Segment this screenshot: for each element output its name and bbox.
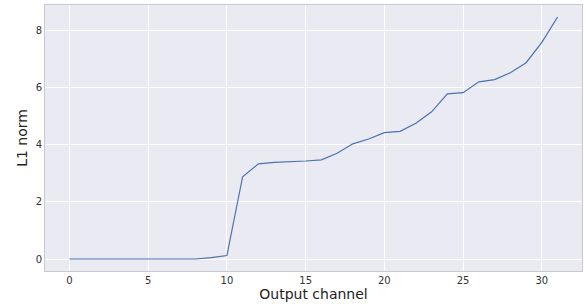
svg-text:0: 0: [66, 275, 72, 286]
svg-text:10: 10: [221, 275, 234, 286]
svg-text:30: 30: [535, 275, 548, 286]
svg-text:Output channel: Output channel: [259, 286, 367, 302]
svg-text:25: 25: [457, 275, 470, 286]
svg-text:0: 0: [36, 254, 42, 265]
svg-text:20: 20: [378, 275, 391, 286]
svg-text:L1 norm: L1 norm: [14, 109, 30, 167]
svg-text:5: 5: [145, 275, 151, 286]
svg-text:8: 8: [36, 25, 42, 36]
svg-text:15: 15: [299, 275, 312, 286]
svg-text:4: 4: [36, 139, 42, 150]
svg-text:2: 2: [36, 196, 42, 207]
svg-text:6: 6: [36, 82, 42, 93]
